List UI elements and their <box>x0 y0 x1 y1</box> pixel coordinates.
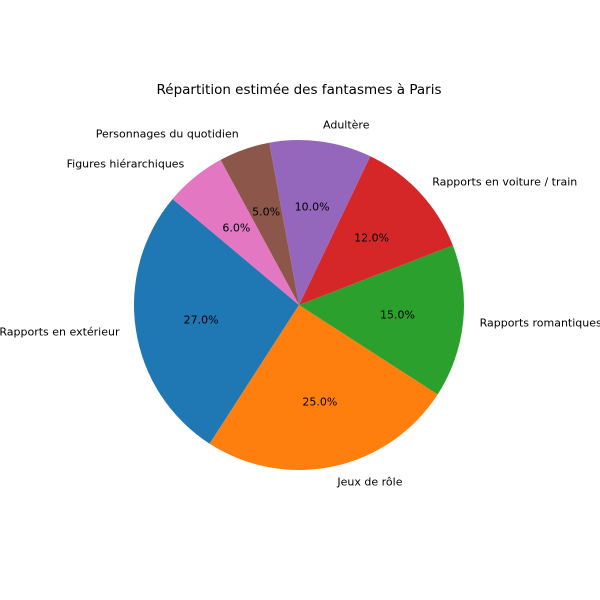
pie-slice-7 <box>172 159 299 305</box>
slice-pct-label: 5.0% <box>252 205 281 219</box>
pie-slice-6 <box>220 142 299 305</box>
slice-label: Personnages du quotidien <box>95 127 239 141</box>
pie-slice-5 <box>269 140 371 305</box>
pie-slice-4 <box>299 156 453 305</box>
slice-label: Figures hiérarchiques <box>66 157 185 171</box>
slice-pct-label: 12.0% <box>354 231 390 245</box>
pie-slice-2 <box>209 305 438 470</box>
slice-pct-label: 6.0% <box>222 221 251 235</box>
slice-label: Rapports en voiture / train <box>432 175 578 189</box>
pie-slice-3 <box>299 245 464 395</box>
chart-title: Répartition estimée des fantasmes à Pari… <box>156 82 442 98</box>
slice-label: Rapports romantiques <box>479 316 600 330</box>
slice-label: Adultère <box>323 118 370 132</box>
pie-slice-1 <box>134 198 299 444</box>
slice-pct-label: 10.0% <box>294 200 330 214</box>
slice-label: Jeux de rôle <box>337 475 403 489</box>
slice-pct-label: 25.0% <box>302 395 338 409</box>
slice-label: Rapports en extérieur <box>0 325 120 339</box>
slice-pct-label: 15.0% <box>380 308 415 322</box>
slice-pct-label: 27.0% <box>183 313 219 327</box>
